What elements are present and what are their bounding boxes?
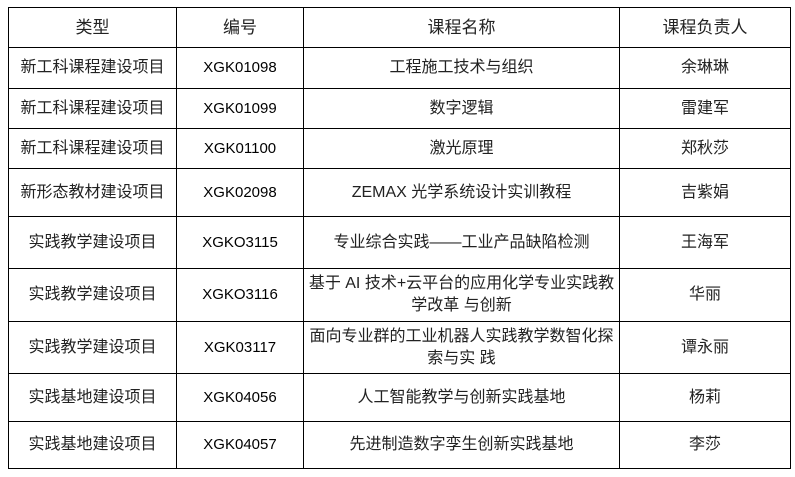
cell-course-name: ZEMAX 光学系统设计实训教程 [303,168,620,217]
cell-course-name: 工程施工技术与组织 [303,47,620,89]
cell-code: XGK01099 [176,88,304,129]
cell-lead: 吉紫娟 [619,168,791,217]
table-row: 实践基地建设项目 XGK04057 先进制造数字孪生创新实践基地 李莎 [8,421,791,469]
cell-code: XGKO3116 [176,268,304,322]
table-row: 新形态教材建设项目 XGK02098 ZEMAX 光学系统设计实训教程 吉紫娟 [8,168,791,217]
header-code: 编号 [176,7,304,48]
cell-code: XGK01098 [176,47,304,89]
header-row: 类型 编号 课程名称 课程负责人 [8,7,791,48]
cell-course-name: 面向专业群的工业机器人实践教学数智化探索与实 践 [303,321,620,374]
cell-course-name: 数字逻辑 [303,88,620,129]
cell-course-name: 先进制造数字孪生创新实践基地 [303,421,620,469]
header-course-name: 课程名称 [303,7,620,48]
cell-code: XGK03117 [176,321,304,374]
cell-type: 新形态教材建设项目 [8,168,177,217]
cell-code: XGK01100 [176,128,304,169]
cell-code: XGK02098 [176,168,304,217]
table-row: 实践教学建设项目 XGKO3116 基于 AI 技术+云平台的应用化学专业实践教学改… [8,268,791,322]
cell-lead: 李莎 [619,421,791,469]
cell-type: 实践基地建设项目 [8,373,177,422]
cell-type: 实践教学建设项目 [8,321,177,374]
cell-type: 实践教学建设项目 [8,216,177,269]
cell-lead: 雷建军 [619,88,791,129]
cell-type: 实践教学建设项目 [8,268,177,322]
table-row: 实践基地建设项目 XGK04056 人工智能教学与创新实践基地 杨莉 [8,373,791,422]
cell-lead: 郑秋莎 [619,128,791,169]
table-row: 实践教学建设项目 XGK03117 面向专业群的工业机器人实践教学数智化探索与实 践… [8,321,791,374]
cell-code: XGKO3115 [176,216,304,269]
cell-code: XGK04056 [176,373,304,422]
table-row: 实践教学建设项目 XGKO3115 专业综合实践——工业产品缺陷检测 王海军 [8,216,791,269]
cell-course-name: 基于 AI 技术+云平台的应用化学专业实践教学改革 与创新 [303,268,620,322]
cell-lead: 华丽 [619,268,791,322]
cell-lead: 谭永丽 [619,321,791,374]
course-table: 类型 编号 课程名称 课程负责人 新工科课程建设项目 XGK01098 工程施工技术… [8,7,791,469]
cell-course-name: 专业综合实践——工业产品缺陷检测 [303,216,620,269]
table-row: 新工科课程建设项目 XGK01098 工程施工技术与组织 余琳琳 [8,47,791,89]
cell-type: 实践基地建设项目 [8,421,177,469]
cell-lead: 余琳琳 [619,47,791,89]
header-type: 类型 [8,7,177,48]
cell-code: XGK04057 [176,421,304,469]
cell-type: 新工科课程建设项目 [8,47,177,89]
cell-course-name: 激光原理 [303,128,620,169]
table-row: 新工科课程建设项目 XGK01100 激光原理 郑秋莎 [8,128,791,169]
table-row: 新工科课程建设项目 XGK01099 数字逻辑 雷建军 [8,88,791,129]
cell-type: 新工科课程建设项目 [8,88,177,129]
cell-type: 新工科课程建设项目 [8,128,177,169]
header-lead: 课程负责人 [619,7,791,48]
cell-course-name: 人工智能教学与创新实践基地 [303,373,620,422]
cell-lead: 杨莉 [619,373,791,422]
cell-lead: 王海军 [619,216,791,269]
